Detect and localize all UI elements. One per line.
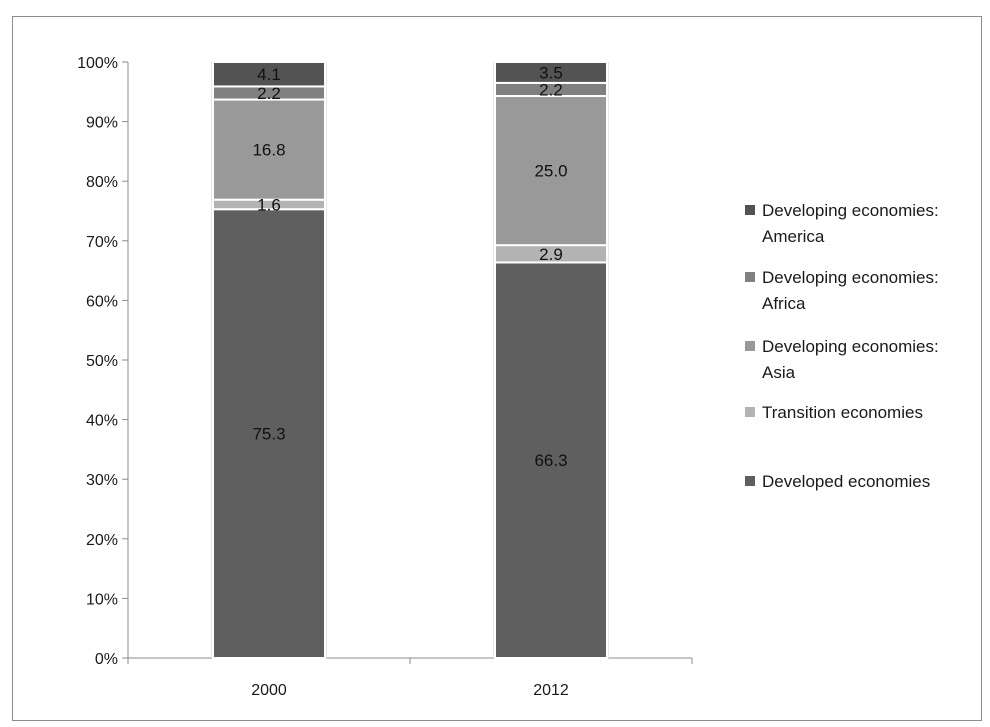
bar-segment: [212, 98, 326, 201]
data-label: 1.6: [257, 195, 281, 214]
y-tick-label: 50%: [86, 353, 118, 370]
legend-swatch: [745, 407, 755, 417]
y-tick-label: 40%: [86, 413, 118, 430]
bar-segment: [212, 208, 326, 659]
y-tick-label: 80%: [86, 174, 118, 191]
y-tick-label: 100%: [77, 55, 118, 72]
legend-swatch: [745, 272, 755, 282]
y-tick-label: 20%: [86, 532, 118, 549]
legend-label: America: [762, 227, 825, 246]
legend-label: Developing economies:: [762, 268, 939, 287]
x-tick-label: 2000: [251, 682, 287, 699]
x-tick-label: 2012: [533, 682, 569, 699]
legend-label: Developing economies:: [762, 201, 939, 220]
data-label: 2.9: [539, 245, 563, 264]
bar-segment: [494, 61, 608, 84]
bar-segment: [212, 61, 326, 88]
y-tick-label: 10%: [86, 591, 118, 608]
y-tick-label: 90%: [86, 115, 118, 132]
axes: 0% 10% 20% 30% 40% 50% 60% 70% 80% 90% 100% 2000 201…: [77, 55, 693, 699]
legend-swatch: [745, 205, 755, 215]
data-label: 75.3: [252, 425, 285, 444]
data-label: 2.2: [257, 84, 281, 103]
legend: Developing economies: America Developing e…: [745, 201, 939, 491]
legend-label: Transition economies: [762, 403, 923, 422]
legend-label: Developing economies:: [762, 337, 939, 356]
bars: [211, 61, 609, 659]
legend-label: Developed economies: [762, 472, 930, 491]
legend-label: Asia: [762, 363, 796, 382]
data-label: 2.2: [539, 80, 563, 99]
bar-segment: [494, 261, 608, 659]
data-label: 25.0: [534, 162, 567, 181]
legend-swatch: [745, 476, 755, 486]
y-tick-label: 60%: [86, 293, 118, 310]
data-label: 4.1: [257, 65, 281, 84]
legend-swatch: [745, 341, 755, 351]
legend-label: Africa: [762, 294, 806, 313]
y-tick-label: 30%: [86, 472, 118, 489]
data-labels: 75.31.616.82.24.166.32.925.02.23.5: [252, 63, 567, 470]
data-label: 16.8: [252, 141, 285, 160]
data-label: 66.3: [534, 451, 567, 470]
data-label: 3.5: [539, 63, 563, 82]
y-tick-label: 70%: [86, 234, 118, 251]
y-tick-label: 0%: [95, 651, 118, 668]
